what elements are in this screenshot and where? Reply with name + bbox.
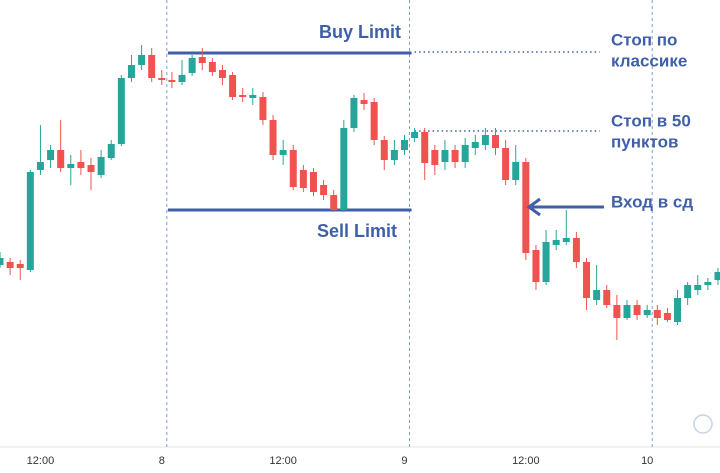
candle-body bbox=[532, 250, 540, 282]
candle-body bbox=[704, 282, 712, 285]
candle-body bbox=[583, 262, 591, 298]
candle-body bbox=[350, 98, 358, 128]
candle-body bbox=[542, 242, 550, 282]
candle-body bbox=[6, 262, 14, 268]
candles bbox=[0, 45, 720, 340]
x-ticks: 12:00 8 12:00 9 12:00 10 bbox=[27, 455, 654, 467]
candle-body bbox=[441, 150, 449, 162]
candle-body bbox=[77, 162, 85, 168]
candle-body bbox=[198, 57, 206, 63]
candle-body bbox=[178, 75, 186, 82]
candle-body bbox=[431, 150, 439, 165]
candle-body bbox=[461, 145, 469, 162]
candle-body bbox=[562, 238, 570, 242]
candle-body bbox=[117, 78, 125, 144]
candle-body bbox=[36, 162, 44, 170]
levels bbox=[167, 51, 600, 212]
candle-body bbox=[360, 100, 368, 104]
candle-body bbox=[451, 150, 459, 162]
candle-body bbox=[67, 164, 75, 168]
candle-body bbox=[623, 305, 631, 318]
candle-body bbox=[380, 140, 388, 160]
candle-body bbox=[309, 172, 317, 192]
candle-body bbox=[249, 95, 257, 98]
candle-body bbox=[259, 97, 267, 120]
candle-body bbox=[694, 285, 702, 290]
candle-body bbox=[57, 150, 65, 168]
candle-body bbox=[229, 75, 237, 97]
candle-body bbox=[340, 128, 348, 210]
candle-body bbox=[289, 150, 297, 187]
candle-body bbox=[26, 172, 34, 270]
candle-body bbox=[643, 310, 651, 315]
candle-body bbox=[593, 290, 601, 300]
annotation: пунктов bbox=[611, 132, 678, 151]
x-tick-label: 10 bbox=[641, 455, 653, 467]
candle-body bbox=[138, 55, 146, 65]
candle-body bbox=[97, 157, 105, 175]
x-tick-label: 9 bbox=[401, 455, 407, 467]
candle-body bbox=[127, 65, 135, 78]
candle-body bbox=[390, 150, 398, 160]
grid bbox=[166, 0, 653, 447]
candle-body bbox=[512, 162, 520, 180]
candle-body bbox=[299, 170, 307, 188]
candle-body bbox=[218, 70, 226, 78]
candle-body bbox=[400, 140, 408, 150]
x-tick-label: 12:00 bbox=[512, 455, 540, 467]
candle-body bbox=[269, 120, 277, 155]
candle-body bbox=[714, 272, 720, 280]
candle-body bbox=[411, 132, 419, 138]
candle-body bbox=[148, 55, 156, 78]
candle-body bbox=[158, 78, 166, 80]
candle-body bbox=[421, 132, 429, 163]
candle-body bbox=[613, 305, 621, 318]
candle-body bbox=[320, 185, 328, 195]
candle-body bbox=[168, 80, 176, 82]
x-tick-label: 8 bbox=[159, 455, 165, 467]
candle-body bbox=[674, 298, 682, 322]
candle-body bbox=[330, 195, 338, 210]
candle-body bbox=[502, 148, 510, 180]
candle-body bbox=[522, 162, 530, 253]
candle-body bbox=[603, 290, 611, 305]
candle-body bbox=[481, 135, 489, 145]
x-tick-label: 12:00 bbox=[27, 455, 55, 467]
candle-body bbox=[633, 305, 641, 315]
candle-body bbox=[279, 150, 287, 155]
annotation: Вход в сд bbox=[611, 192, 693, 211]
annotation: Стоп в 50 bbox=[611, 111, 691, 130]
candle-body bbox=[0, 258, 4, 265]
candle-body bbox=[239, 95, 247, 97]
candle-body bbox=[188, 58, 196, 73]
candle-body bbox=[370, 102, 378, 140]
logo bbox=[693, 414, 713, 434]
level-label: Buy Limit bbox=[319, 22, 401, 42]
candle-body bbox=[663, 313, 671, 320]
candle-body bbox=[87, 165, 95, 172]
candle-body bbox=[684, 285, 692, 298]
candle-body bbox=[653, 310, 661, 318]
candle-body bbox=[471, 142, 479, 148]
x-tick-label: 12:00 bbox=[269, 455, 297, 467]
level-label: Sell Limit bbox=[317, 221, 397, 241]
candle-body bbox=[16, 264, 24, 268]
arrow-head bbox=[526, 197, 541, 217]
candle-body bbox=[47, 150, 55, 160]
candle-body bbox=[572, 238, 580, 262]
logo-mark bbox=[693, 414, 713, 434]
annotation: классике bbox=[611, 51, 687, 70]
arrow bbox=[526, 197, 604, 217]
annotation: Стоп по bbox=[611, 30, 677, 49]
candle-body bbox=[552, 240, 560, 245]
candle-body bbox=[208, 62, 216, 72]
candle-body bbox=[492, 135, 500, 148]
candle-body bbox=[107, 144, 115, 158]
